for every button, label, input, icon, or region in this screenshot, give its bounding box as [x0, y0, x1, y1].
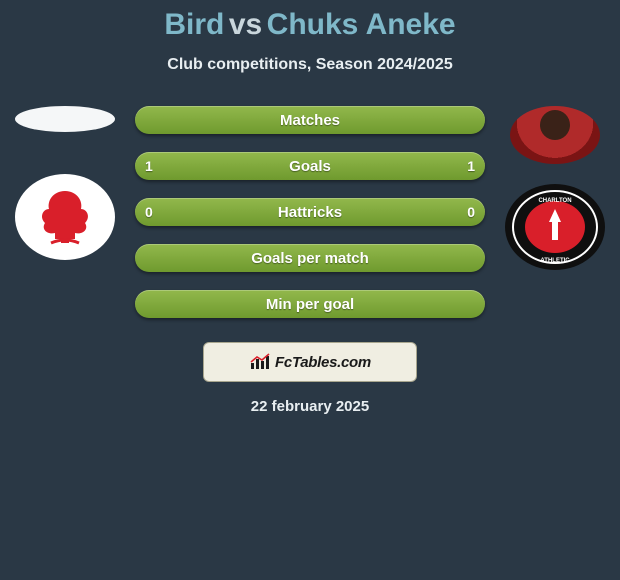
right-column: CHARLTON ATHLETIC — [500, 106, 610, 270]
player2-avatar — [510, 106, 600, 164]
player2-club-badge: CHARLTON ATHLETIC — [505, 184, 605, 270]
stat-label: Goals — [289, 158, 331, 175]
stat-row-min-per-goal: Min per goal — [135, 290, 485, 318]
stat-left-value: 0 — [145, 204, 153, 220]
player2-name: Chuks Aneke — [267, 8, 456, 41]
stat-right-value: 1 — [467, 158, 475, 174]
stat-label: Hattricks — [278, 204, 342, 221]
stat-row-goals: 1 Goals 1 — [135, 152, 485, 180]
stat-label: Matches — [280, 112, 340, 129]
subtitle: Club competitions, Season 2024/2025 — [0, 56, 620, 74]
footer-date: 22 february 2025 — [0, 398, 620, 415]
stat-rows: Matches 1 Goals 1 0 Hattricks 0 Goals pe… — [135, 106, 485, 318]
player1-club-badge — [15, 174, 115, 260]
forest-badge-icon — [33, 185, 97, 249]
svg-text:ATHLETIC: ATHLETIC — [540, 258, 570, 264]
stat-row-hattricks: 0 Hattricks 0 — [135, 198, 485, 226]
stat-row-goals-per-match: Goals per match — [135, 244, 485, 272]
svg-text:CHARLTON: CHARLTON — [538, 198, 571, 204]
player1-name: Bird — [164, 8, 224, 41]
stat-right-value: 0 — [467, 204, 475, 220]
comparison-area: CHARLTON ATHLETIC Matches 1 Goals 1 0 Ha… — [0, 106, 620, 415]
stat-label: Goals per match — [251, 250, 369, 267]
stat-row-matches: Matches — [135, 106, 485, 134]
vs-label: vs — [229, 8, 262, 41]
player1-avatar — [15, 106, 115, 132]
stat-left-value: 1 — [145, 158, 153, 174]
stat-label: Min per goal — [266, 296, 354, 313]
brand-text: FcTables.com — [275, 354, 371, 371]
charlton-badge-icon: CHARLTON ATHLETIC — [505, 184, 605, 270]
brand-badge: FcTables.com — [203, 342, 417, 382]
left-column — [10, 106, 120, 260]
chart-icon — [249, 353, 271, 371]
comparison-title: Bird vs Chuks Aneke — [0, 0, 620, 42]
